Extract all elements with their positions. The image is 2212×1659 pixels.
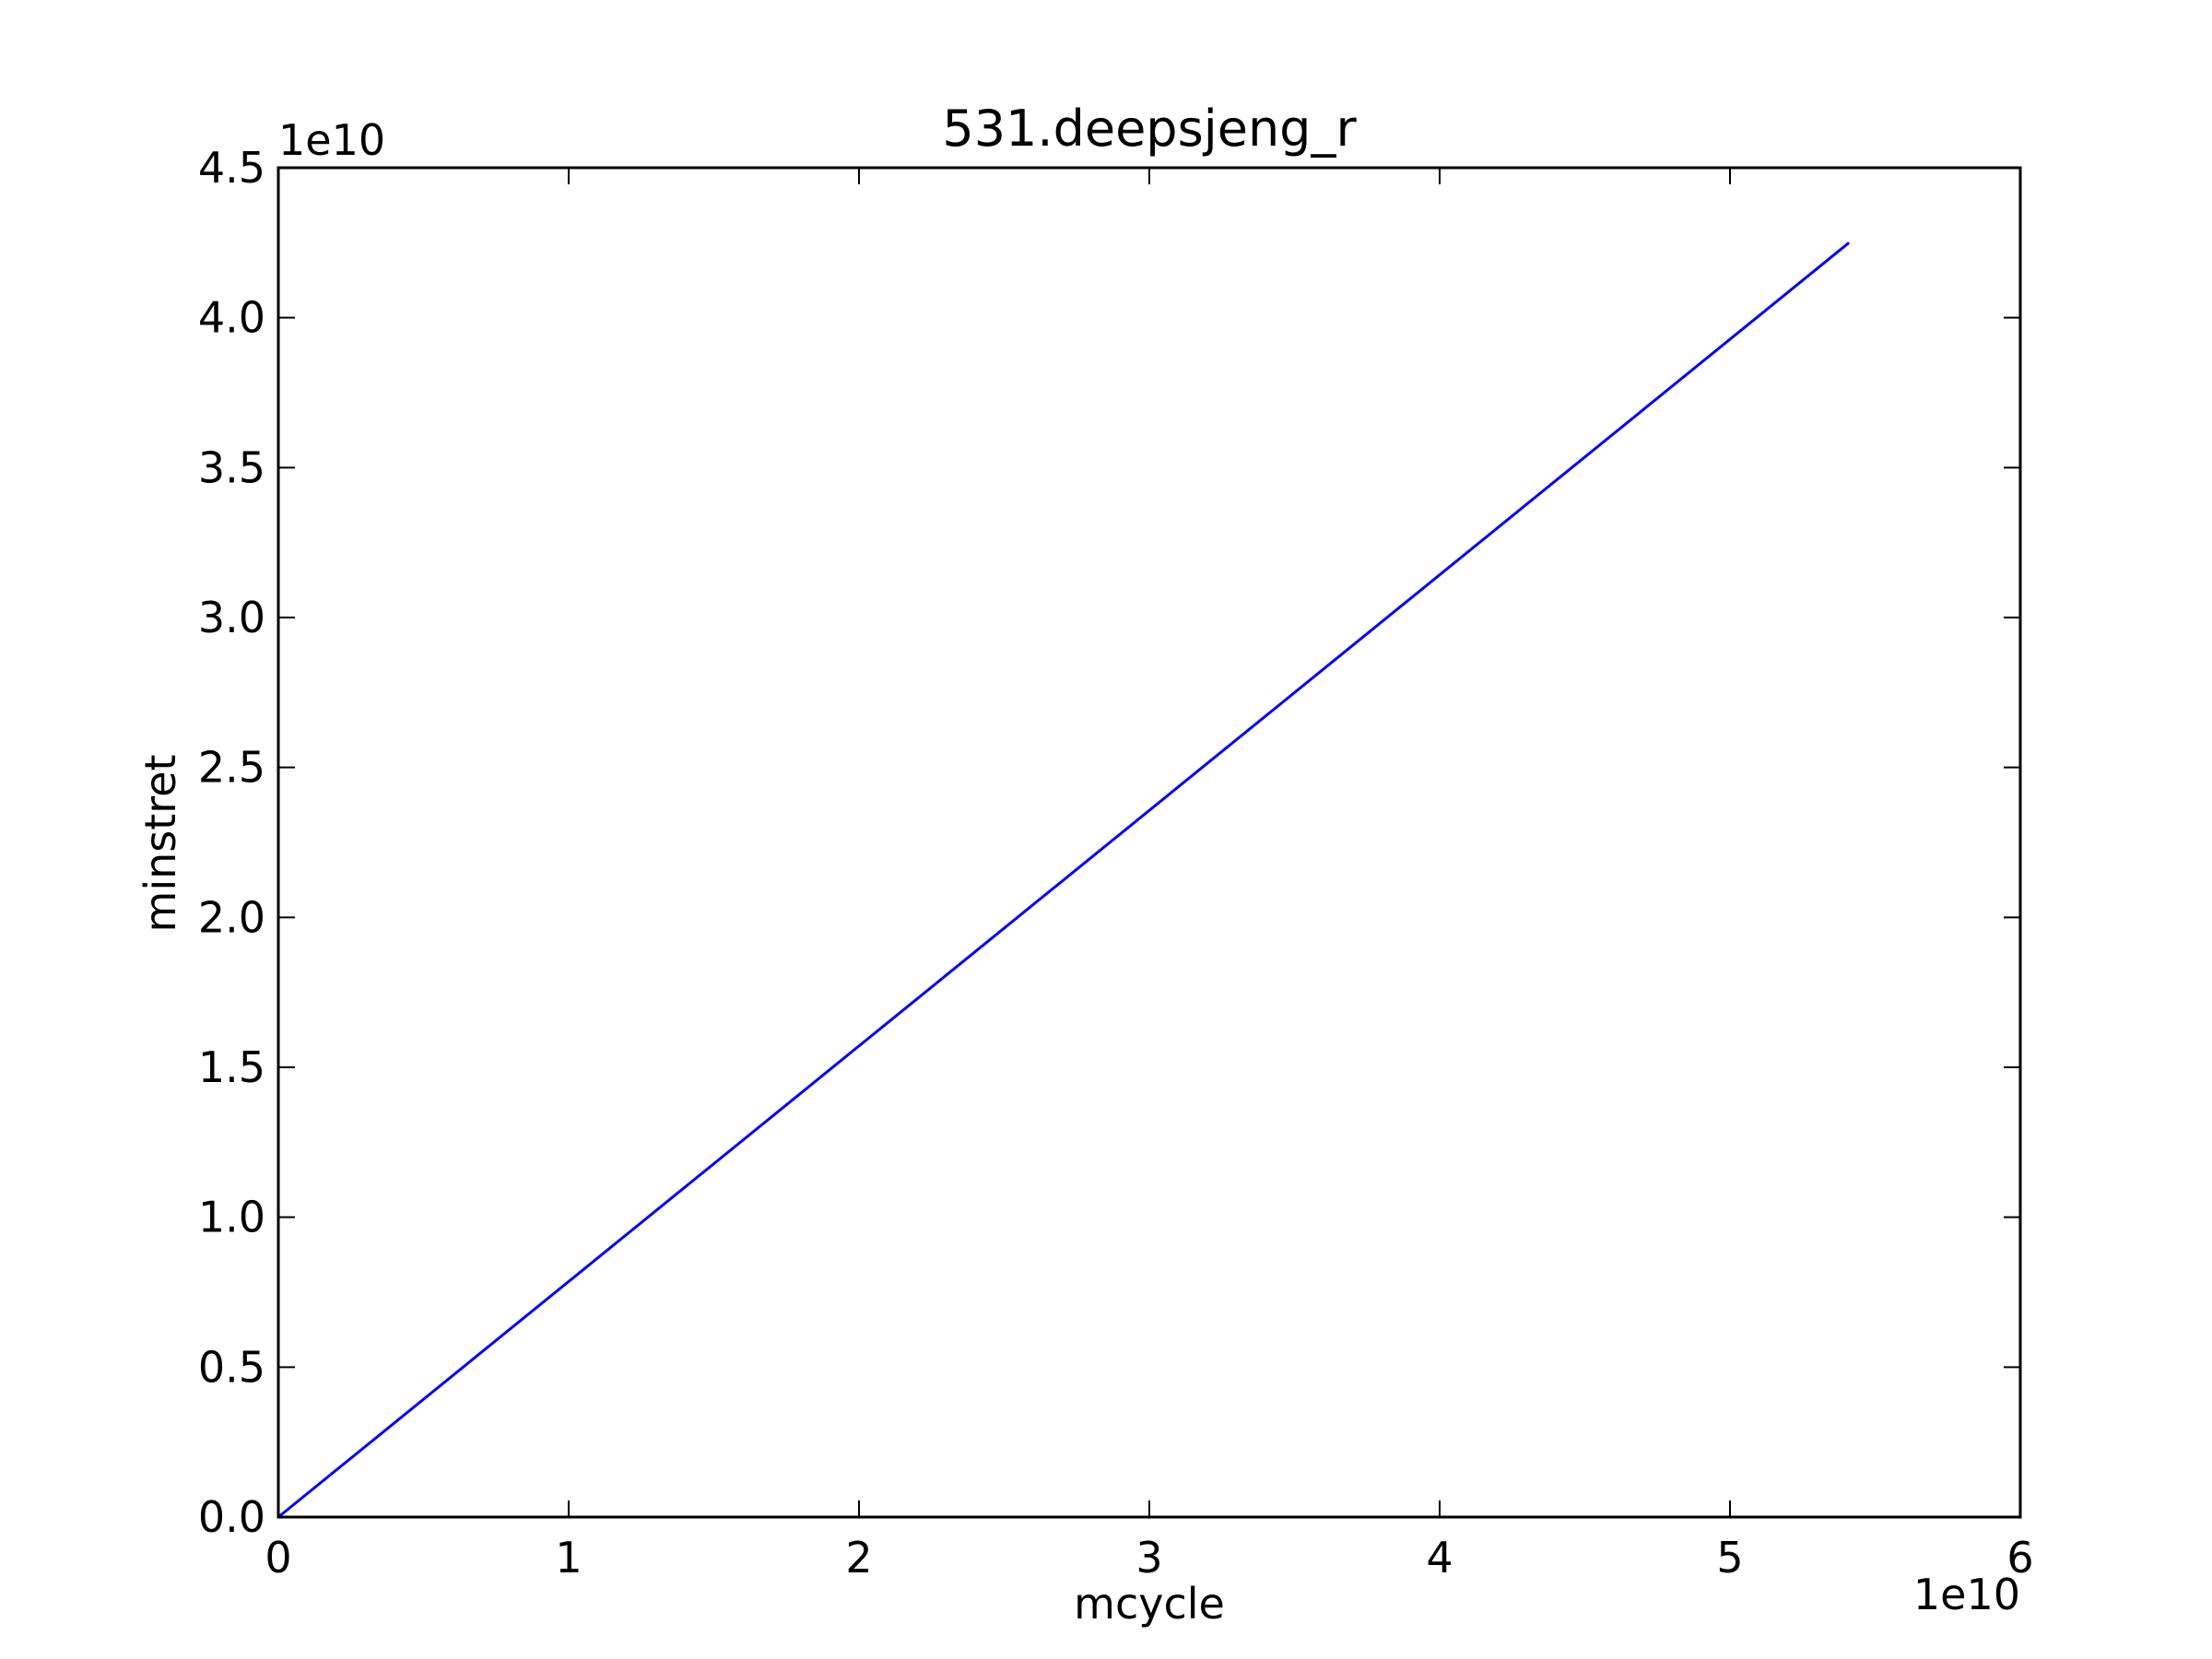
y-axis-offset-label: 1e10 [278,115,385,165]
y-tick-label: 3.5 [198,442,265,492]
y-tick-label: 0.5 [198,1342,265,1392]
x-tick-label: 2 [845,1533,872,1583]
x-tick-label: 5 [1716,1533,1743,1583]
chart-title: 531.deepsjeng_r [942,100,1357,158]
y-tick-label: 4.0 [198,293,265,343]
y-tick-label: 1.0 [198,1193,265,1242]
x-tick-label: 1 [555,1533,582,1583]
x-axis-offset-label: 1e10 [1913,1570,2020,1619]
plot-frame [276,166,2022,1519]
y-tick-label: 3.0 [198,593,265,642]
x-tick-label: 4 [1426,1533,1453,1583]
y-tick-label: 4.5 [198,143,265,193]
x-tick-label: 3 [1135,1533,1162,1583]
x-tick-label: 6 [2006,1533,2033,1583]
y-tick-label: 0.0 [198,1492,265,1542]
series-line [277,241,1851,1519]
ticks-layer: 0 1 2 3 4 5 6 0.0 0.5 1.0 1.5 2.0 2.5 3.0 3.5 4.0 4.5 [198,143,2034,1583]
y-tick-label: 1.5 [198,1042,265,1092]
y-axis-label: minstret [135,755,185,933]
y-tick-label: 2.5 [198,743,265,793]
series-layer [277,241,1851,1519]
x-tick-label: 0 [265,1533,291,1583]
x-axis-label: mcycle [1074,1579,1225,1629]
y-tick-label: 2.0 [198,892,265,942]
